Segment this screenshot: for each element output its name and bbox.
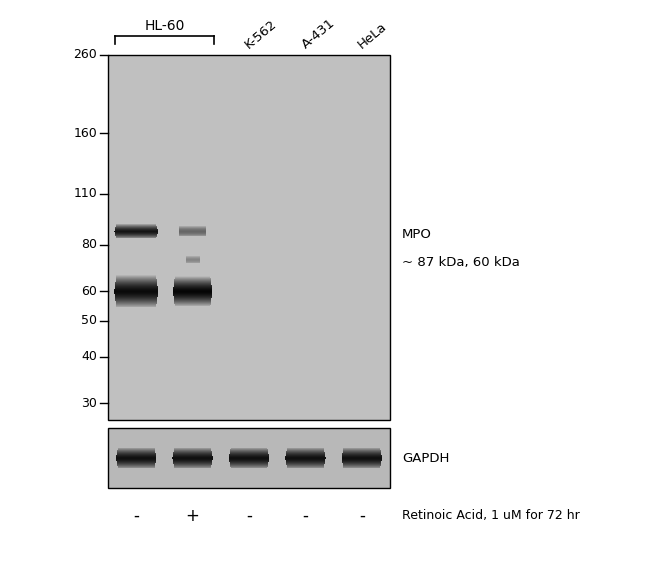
Text: 110: 110: [73, 187, 97, 200]
Text: Retinoic Acid, 1 uM for 72 hr: Retinoic Acid, 1 uM for 72 hr: [402, 510, 580, 523]
Text: A-431: A-431: [299, 16, 337, 51]
Text: -: -: [359, 507, 365, 525]
Text: -: -: [246, 507, 252, 525]
Text: 40: 40: [81, 350, 97, 363]
Text: ~ 87 kDa, 60 kDa: ~ 87 kDa, 60 kDa: [402, 256, 520, 269]
Text: HeLa: HeLa: [356, 20, 389, 51]
Text: +: +: [186, 507, 200, 525]
Text: GAPDH: GAPDH: [402, 451, 449, 464]
Text: 260: 260: [73, 49, 97, 62]
Text: 160: 160: [73, 127, 97, 140]
Text: -: -: [302, 507, 308, 525]
Text: 30: 30: [81, 397, 97, 410]
Text: MPO: MPO: [402, 228, 432, 241]
Text: 60: 60: [81, 285, 97, 298]
Text: K-562: K-562: [242, 17, 280, 51]
Text: 50: 50: [81, 314, 97, 327]
Bar: [108, 55, 390, 420]
Bar: [108, 428, 390, 488]
Text: HL-60: HL-60: [144, 19, 185, 33]
Text: 80: 80: [81, 238, 97, 251]
Text: -: -: [133, 507, 139, 525]
